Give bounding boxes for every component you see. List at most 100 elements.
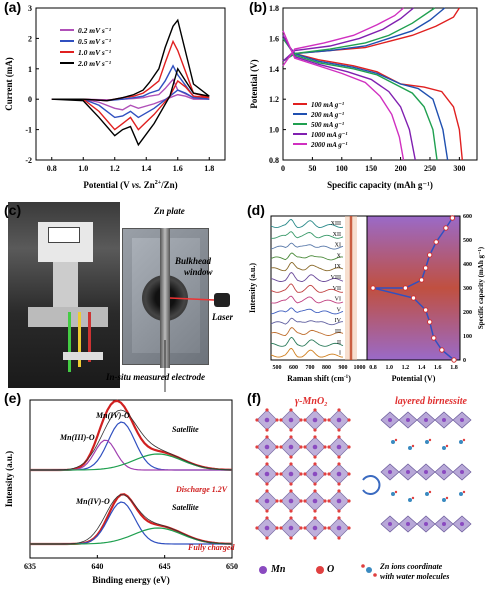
- discharge-curve: [282, 37, 438, 161]
- o-atom: [265, 489, 269, 493]
- wire-green: [68, 312, 71, 372]
- x-tick-label: 200: [395, 164, 407, 173]
- mn-atom: [312, 525, 318, 531]
- mn-atom: [406, 522, 410, 526]
- potential-point: [439, 347, 445, 353]
- zn-rod: [160, 228, 170, 368]
- o-atom: [265, 516, 269, 520]
- mn-atom: [442, 418, 446, 422]
- mn-atom: [336, 417, 342, 423]
- o-atom: [337, 536, 341, 540]
- gcd-chart: 0 50 100 150 200 250 300 0.8 1.0 1.2 1.4 1.6 1.8 100 …: [249, 4, 478, 190]
- roman-label: IV: [335, 318, 342, 324]
- mn-atom: [388, 522, 392, 526]
- y-axis-label: Specific capacity (mAh g⁻¹): [477, 246, 485, 329]
- o-atom: [327, 526, 331, 530]
- y-tick-label: 1.2: [269, 95, 279, 104]
- legend-zn1: Zn ions coordinate: [380, 562, 443, 571]
- y-tick-label: 500: [463, 238, 472, 244]
- mn-atom: [406, 418, 410, 422]
- panel-a: (a) 0.8 1.0 1.2 1.4 1.6 1.8 -2 -1 0 1 2 3 0.2 mV s⁻¹…: [0, 0, 245, 200]
- raman-spectrum: [270, 295, 344, 304]
- mn-atom: [388, 418, 392, 422]
- x-tick-label: 250: [424, 164, 436, 173]
- o-atom: [303, 499, 307, 503]
- legend-label: 100 mA g⁻¹: [311, 101, 344, 109]
- potential-point: [427, 252, 433, 258]
- legend-label: 0.5 mV s⁻¹: [78, 37, 111, 46]
- o-atom: [313, 509, 317, 513]
- x-tick-label: 800: [322, 365, 331, 371]
- potential-point: [431, 335, 437, 341]
- panel-e: (e) Mn(IV)-O Mn(III)-O Satellite Discharge …: [0, 390, 245, 589]
- bulkhead-label: Bulkhead: [175, 256, 212, 266]
- transform-arrow: [362, 475, 381, 495]
- mn-atom: [312, 417, 318, 423]
- zn-ion: [459, 440, 463, 444]
- legend-label: 1000 mA g⁻¹: [311, 131, 348, 139]
- x-tick-label: 900: [339, 365, 348, 371]
- plot-frame: [35, 7, 226, 161]
- o-atom: [337, 516, 341, 520]
- raman-spectrum: [270, 347, 344, 358]
- o-atom: [327, 472, 331, 476]
- mn-atom: [264, 417, 270, 423]
- o-atom: [313, 435, 317, 439]
- o-atom: [323, 418, 327, 422]
- o-atom: [289, 536, 293, 540]
- x-tick-label: 300: [453, 164, 465, 173]
- roman-label: III: [335, 329, 341, 335]
- y-tick-label: 1.4: [269, 65, 279, 74]
- x-axis-label: Specific capacity (mAh g⁻¹): [327, 180, 433, 190]
- x-tick-label: 1.0: [385, 365, 393, 371]
- mn-atom: [264, 471, 270, 477]
- o-atom: [313, 516, 317, 520]
- o-atom: [323, 472, 327, 476]
- o-atom: [347, 526, 351, 530]
- panel-c-label: (c): [4, 202, 22, 218]
- xps-bottom-envelope: [30, 493, 233, 546]
- mn-atom: [312, 471, 318, 477]
- o-atom: [337, 489, 341, 493]
- raman-spectrum: [270, 271, 344, 282]
- y-tick-label: -1: [25, 126, 32, 135]
- legend-label: 500 mA g⁻¹: [311, 121, 344, 129]
- raman-spectrum: [270, 242, 344, 250]
- o-atom: [265, 455, 269, 459]
- o-atom: [255, 418, 259, 422]
- o-atom: [327, 445, 331, 449]
- o-atom: [323, 526, 327, 530]
- o-atom: [299, 418, 303, 422]
- potential-point: [422, 307, 429, 313]
- y-axis-label: Intensity (a.u.): [248, 263, 257, 313]
- o-atom: [323, 499, 327, 503]
- x-tick-label: 600: [289, 365, 298, 371]
- laser-beam: [164, 297, 215, 392]
- x-tick-label: 150: [365, 164, 377, 173]
- laser-source: [214, 293, 230, 307]
- o-atom: [289, 408, 293, 412]
- raman-spectrum: [270, 219, 344, 228]
- o-atom: [313, 489, 317, 493]
- o-atom: [327, 499, 331, 503]
- x-tick-label: 50: [308, 164, 316, 173]
- o-atom: [337, 435, 341, 439]
- x-tick-label: 500: [273, 365, 282, 371]
- discharge-curve: [282, 37, 463, 161]
- mn-atom: [406, 470, 410, 474]
- o-atom: [279, 418, 283, 422]
- mn-atom: [336, 444, 342, 450]
- panel-f: (f) γ-MnO₂ layered birnessite Mn O Zn io…: [245, 390, 490, 589]
- x-tick-label: 1.8: [450, 365, 458, 371]
- o-atom: [255, 472, 259, 476]
- o-atom: [313, 408, 317, 412]
- x-tick-label: 640: [91, 562, 103, 571]
- charge-curve: [282, 7, 446, 62]
- o-atom: [275, 526, 279, 530]
- x-tick-label: 1.0: [78, 164, 88, 173]
- legend-o: O: [327, 564, 335, 575]
- water-o: [428, 490, 432, 494]
- roman-label: XIII: [331, 221, 341, 227]
- raman-spectrum: [270, 231, 344, 239]
